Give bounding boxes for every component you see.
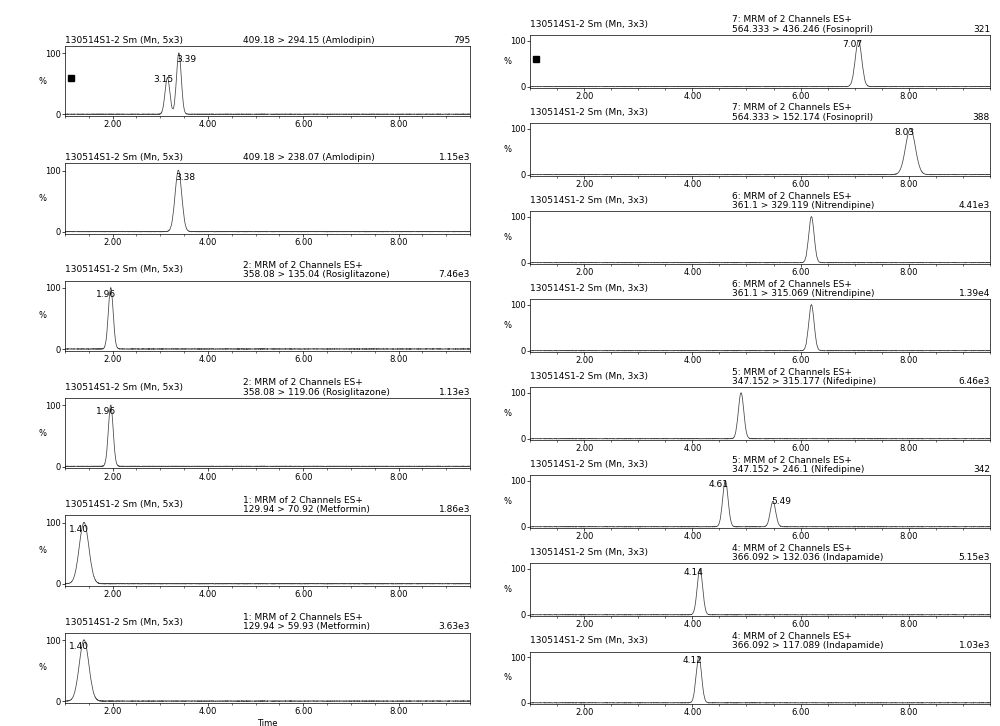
- Y-axis label: %: %: [38, 311, 46, 320]
- Text: 347.152 > 246.1 (Nifedipine): 347.152 > 246.1 (Nifedipine): [732, 465, 865, 474]
- Text: 5: MRM of 2 Channels ES+: 5: MRM of 2 Channels ES+: [732, 456, 852, 465]
- Text: 129.94 > 59.93 (Metformin): 129.94 > 59.93 (Metformin): [243, 622, 370, 632]
- Text: 2: MRM of 2 Channels ES+: 2: MRM of 2 Channels ES+: [243, 378, 363, 387]
- Text: 130514S1-2 Sm (Mn, 3x3): 130514S1-2 Sm (Mn, 3x3): [530, 20, 648, 29]
- Text: 130514S1-2 Sm (Mn, 5x3): 130514S1-2 Sm (Mn, 5x3): [65, 36, 183, 45]
- Text: 361.1 > 329.119 (Nitrendipine): 361.1 > 329.119 (Nitrendipine): [732, 201, 875, 210]
- Text: 130514S1-2 Sm (Mn, 5x3): 130514S1-2 Sm (Mn, 5x3): [65, 153, 183, 163]
- Text: 8.03: 8.03: [894, 128, 914, 137]
- Text: 1.15e3: 1.15e3: [438, 153, 470, 163]
- Text: 795: 795: [453, 36, 470, 45]
- Text: 5.49: 5.49: [771, 497, 791, 506]
- Text: 358.08 > 119.06 (Rosiglitazone): 358.08 > 119.06 (Rosiglitazone): [243, 388, 390, 396]
- Text: 130514S1-2 Sm (Mn, 3x3): 130514S1-2 Sm (Mn, 3x3): [530, 372, 648, 381]
- Text: 4: MRM of 2 Channels ES+: 4: MRM of 2 Channels ES+: [732, 632, 852, 640]
- Text: 564.333 > 152.174 (Fosinopril): 564.333 > 152.174 (Fosinopril): [732, 113, 874, 122]
- Text: 7: MRM of 2 Channels ES+: 7: MRM of 2 Channels ES+: [732, 104, 852, 113]
- Text: 130514S1-2 Sm (Mn, 5x3): 130514S1-2 Sm (Mn, 5x3): [65, 266, 183, 274]
- Text: 409.18 > 238.07 (Amlodipin): 409.18 > 238.07 (Amlodipin): [243, 153, 375, 163]
- Y-axis label: %: %: [38, 194, 46, 203]
- Text: 130514S1-2 Sm (Mn, 3x3): 130514S1-2 Sm (Mn, 3x3): [530, 285, 648, 293]
- Text: 388: 388: [973, 113, 990, 122]
- Text: 1: MRM of 2 Channels ES+: 1: MRM of 2 Channels ES+: [243, 496, 363, 505]
- Text: 347.152 > 315.177 (Nifedipine): 347.152 > 315.177 (Nifedipine): [732, 377, 877, 386]
- Y-axis label: %: %: [38, 546, 46, 555]
- Y-axis label: %: %: [503, 409, 511, 418]
- Text: 1.96: 1.96: [96, 290, 116, 299]
- Text: 3.39: 3.39: [176, 55, 196, 65]
- Text: 1.13e3: 1.13e3: [438, 388, 470, 396]
- Text: 409.18 > 294.15 (Amlodipin): 409.18 > 294.15 (Amlodipin): [243, 36, 375, 45]
- Text: 5: MRM of 2 Channels ES+: 5: MRM of 2 Channels ES+: [732, 367, 852, 377]
- Y-axis label: %: %: [503, 145, 511, 154]
- Text: 366.092 > 132.036 (Indapamide): 366.092 > 132.036 (Indapamide): [732, 553, 884, 562]
- X-axis label: Time: Time: [257, 719, 278, 726]
- Text: 130514S1-2 Sm (Mn, 5x3): 130514S1-2 Sm (Mn, 5x3): [65, 500, 183, 509]
- Text: 6: MRM of 2 Channels ES+: 6: MRM of 2 Channels ES+: [732, 280, 852, 288]
- Y-axis label: %: %: [38, 429, 46, 438]
- Text: 7.07: 7.07: [842, 40, 862, 49]
- Y-axis label: %: %: [503, 57, 511, 66]
- Text: 130514S1-2 Sm (Mn, 3x3): 130514S1-2 Sm (Mn, 3x3): [530, 108, 648, 117]
- Text: 358.08 > 135.04 (Rosiglitazone): 358.08 > 135.04 (Rosiglitazone): [243, 270, 390, 280]
- Text: 3.38: 3.38: [175, 173, 196, 182]
- Y-axis label: %: %: [503, 674, 511, 682]
- Text: 6: MRM of 2 Channels ES+: 6: MRM of 2 Channels ES+: [732, 192, 852, 200]
- Text: 6.46e3: 6.46e3: [959, 377, 990, 386]
- Text: 4.12: 4.12: [682, 656, 702, 665]
- Text: 130514S1-2 Sm (Mn, 3x3): 130514S1-2 Sm (Mn, 3x3): [530, 548, 648, 558]
- Text: 130514S1-2 Sm (Mn, 5x3): 130514S1-2 Sm (Mn, 5x3): [65, 618, 183, 627]
- Text: 1.39e4: 1.39e4: [959, 289, 990, 298]
- Text: 130514S1-2 Sm (Mn, 3x3): 130514S1-2 Sm (Mn, 3x3): [530, 637, 648, 645]
- Text: 361.1 > 315.069 (Nitrendipine): 361.1 > 315.069 (Nitrendipine): [732, 289, 875, 298]
- Y-axis label: %: %: [503, 585, 511, 595]
- Text: 321: 321: [973, 25, 990, 34]
- Y-axis label: %: %: [38, 77, 46, 86]
- Text: 4.41e3: 4.41e3: [959, 201, 990, 210]
- Y-axis label: %: %: [503, 497, 511, 506]
- Text: 1: MRM of 2 Channels ES+: 1: MRM of 2 Channels ES+: [243, 613, 363, 622]
- Text: 129.94 > 70.92 (Metformin): 129.94 > 70.92 (Metformin): [243, 505, 370, 514]
- Text: 1.40: 1.40: [69, 525, 89, 534]
- Text: 130514S1-2 Sm (Mn, 3x3): 130514S1-2 Sm (Mn, 3x3): [530, 460, 648, 469]
- Y-axis label: %: %: [503, 233, 511, 242]
- Text: 4.14: 4.14: [683, 568, 703, 577]
- Text: 130514S1-2 Sm (Mn, 5x3): 130514S1-2 Sm (Mn, 5x3): [65, 383, 183, 392]
- Text: 3.63e3: 3.63e3: [438, 622, 470, 632]
- Y-axis label: %: %: [503, 322, 511, 330]
- Text: 1.40: 1.40: [69, 642, 89, 651]
- Text: 1.96: 1.96: [96, 407, 116, 417]
- Text: 3.15: 3.15: [154, 76, 174, 84]
- Text: 4.61: 4.61: [709, 480, 729, 489]
- Text: 5.15e3: 5.15e3: [958, 553, 990, 562]
- Text: 1.86e3: 1.86e3: [438, 505, 470, 514]
- Text: 4: MRM of 2 Channels ES+: 4: MRM of 2 Channels ES+: [732, 544, 852, 552]
- Y-axis label: %: %: [38, 664, 46, 672]
- Text: 7: MRM of 2 Channels ES+: 7: MRM of 2 Channels ES+: [732, 15, 852, 25]
- Text: 2: MRM of 2 Channels ES+: 2: MRM of 2 Channels ES+: [243, 261, 363, 270]
- Text: 1.03e3: 1.03e3: [958, 641, 990, 650]
- Text: 130514S1-2 Sm (Mn, 3x3): 130514S1-2 Sm (Mn, 3x3): [530, 196, 648, 205]
- Text: 342: 342: [973, 465, 990, 474]
- Text: 366.092 > 117.089 (Indapamide): 366.092 > 117.089 (Indapamide): [732, 641, 884, 650]
- Text: 7.46e3: 7.46e3: [439, 270, 470, 280]
- Text: 564.333 > 436.246 (Fosinopril): 564.333 > 436.246 (Fosinopril): [732, 25, 873, 34]
